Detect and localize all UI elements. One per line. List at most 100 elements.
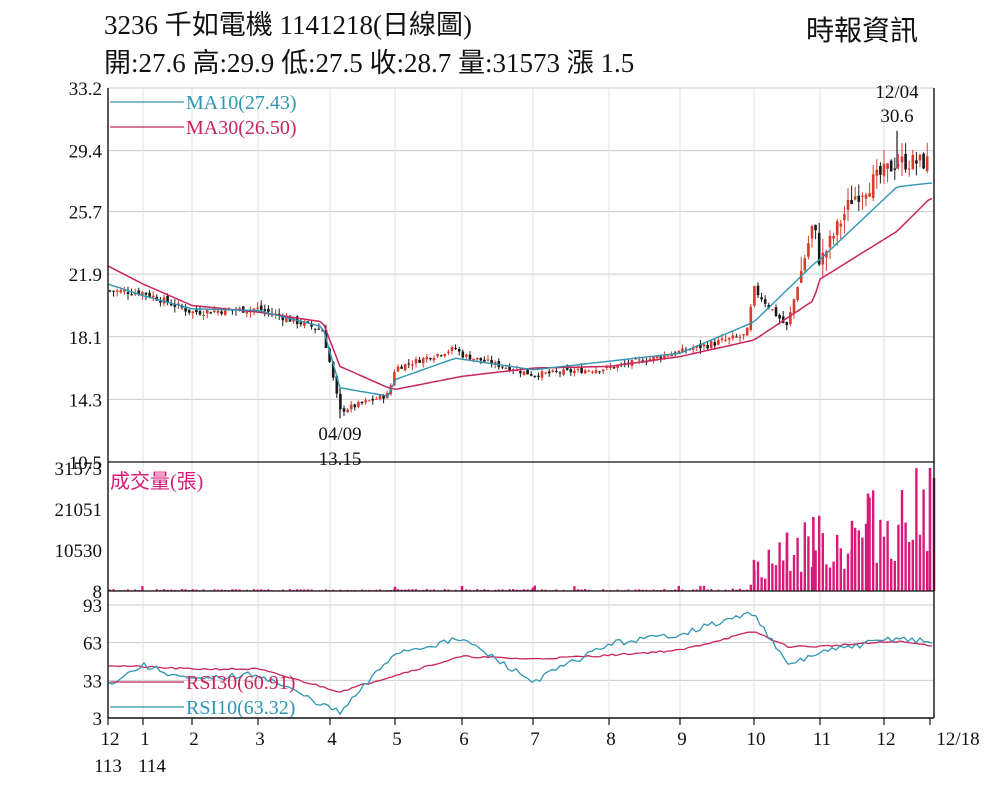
candle-body xyxy=(353,404,357,408)
volume-bar xyxy=(886,520,889,591)
candle-body xyxy=(162,297,166,304)
volume-bar xyxy=(825,564,828,591)
candle-body xyxy=(749,306,753,330)
x-tick-label: 10 xyxy=(747,729,766,750)
candle-body xyxy=(501,366,504,368)
volume-bar xyxy=(800,571,803,591)
volume-bar xyxy=(296,589,299,591)
candle-body xyxy=(709,341,713,348)
candle-body xyxy=(439,355,443,357)
candle-body xyxy=(591,371,594,373)
candle-body xyxy=(346,409,349,413)
candle-body xyxy=(594,370,598,373)
volume-bar xyxy=(803,522,806,591)
candle-body xyxy=(767,304,771,308)
high-date-annotation: 12/04 xyxy=(875,82,919,103)
candle-body xyxy=(616,365,619,368)
candle-body xyxy=(504,367,508,369)
grid-lines xyxy=(108,87,934,719)
candle-body xyxy=(447,351,450,353)
volume-bar xyxy=(602,589,605,591)
volume-bar xyxy=(425,589,428,591)
volume-bar xyxy=(422,589,425,591)
volume-bar xyxy=(756,561,760,591)
volume-bar xyxy=(893,561,896,591)
rsi-legend-label: RSI10(63.32) xyxy=(186,697,295,719)
candle-body xyxy=(681,348,684,353)
volume-bar xyxy=(846,553,850,591)
volume-bar xyxy=(702,585,706,591)
candle-body xyxy=(130,294,133,296)
candle-body xyxy=(663,354,666,359)
candle-body xyxy=(475,357,479,360)
volume-bar xyxy=(796,537,799,591)
volume-bar xyxy=(627,589,630,591)
volume-spike xyxy=(531,587,535,591)
volume-bar xyxy=(908,542,911,591)
volume-bar xyxy=(288,589,292,591)
volume-bar xyxy=(652,589,655,591)
volume-bar xyxy=(854,527,857,591)
volume-bar xyxy=(108,589,112,591)
candle-body xyxy=(522,371,526,375)
candle-body xyxy=(364,400,367,403)
volume-bar xyxy=(407,589,410,591)
volume-bar xyxy=(926,551,929,591)
candle-body xyxy=(832,236,835,239)
volume-bar xyxy=(821,533,824,591)
volume-bar xyxy=(544,589,547,591)
volume-bar xyxy=(818,515,821,591)
volume-bar xyxy=(882,536,886,591)
candle-body xyxy=(691,348,695,350)
candle-body xyxy=(328,348,331,362)
volume-bar xyxy=(839,548,842,591)
candle-body xyxy=(252,308,256,310)
candle-body xyxy=(371,398,375,401)
candle-body xyxy=(396,366,400,372)
volume-bar xyxy=(789,570,792,591)
candle-body xyxy=(245,311,249,314)
candle-body xyxy=(209,312,213,314)
candle-body xyxy=(123,290,126,292)
candle-body xyxy=(846,200,850,210)
candle-body xyxy=(796,287,799,300)
volume-bar xyxy=(749,584,752,591)
volume-bar xyxy=(508,589,511,591)
candle-body xyxy=(432,357,436,361)
volume-bar xyxy=(814,550,817,591)
volume-bar xyxy=(832,561,835,591)
volume-bar xyxy=(184,589,187,591)
x-tick-label: 12 xyxy=(877,729,896,750)
candle-body xyxy=(720,338,724,341)
volume-bar xyxy=(512,589,515,591)
volume-bar xyxy=(879,519,882,591)
candle-body xyxy=(555,370,558,372)
candle-body xyxy=(299,322,303,325)
candle-body xyxy=(814,224,817,231)
candle-body xyxy=(609,366,612,368)
candle-body xyxy=(907,168,911,170)
volume-bar xyxy=(339,589,342,591)
volume-spike xyxy=(866,493,870,591)
volume-bar xyxy=(112,589,115,591)
candle-body xyxy=(925,156,929,172)
candle-body xyxy=(119,290,123,293)
candle-body xyxy=(821,252,825,265)
candle-body xyxy=(144,292,148,295)
price-tick-label: 25.7 xyxy=(69,203,102,224)
candle-body xyxy=(148,292,151,297)
candle-body xyxy=(882,163,886,176)
volume-bar xyxy=(231,589,234,591)
volume-bar xyxy=(724,589,727,591)
candle-body xyxy=(803,258,807,271)
high-value-annotation: 30.6 xyxy=(880,106,913,127)
volume-tick-label: 31573 xyxy=(55,459,103,480)
volume-spike xyxy=(752,559,756,591)
candle-body xyxy=(493,362,497,365)
volume-bar xyxy=(555,589,558,591)
candle-body xyxy=(472,358,475,361)
candle-body xyxy=(238,308,241,310)
volume-bar xyxy=(202,589,205,591)
candle-body xyxy=(407,363,411,365)
legend-label: MA30(26.50) xyxy=(186,117,297,139)
